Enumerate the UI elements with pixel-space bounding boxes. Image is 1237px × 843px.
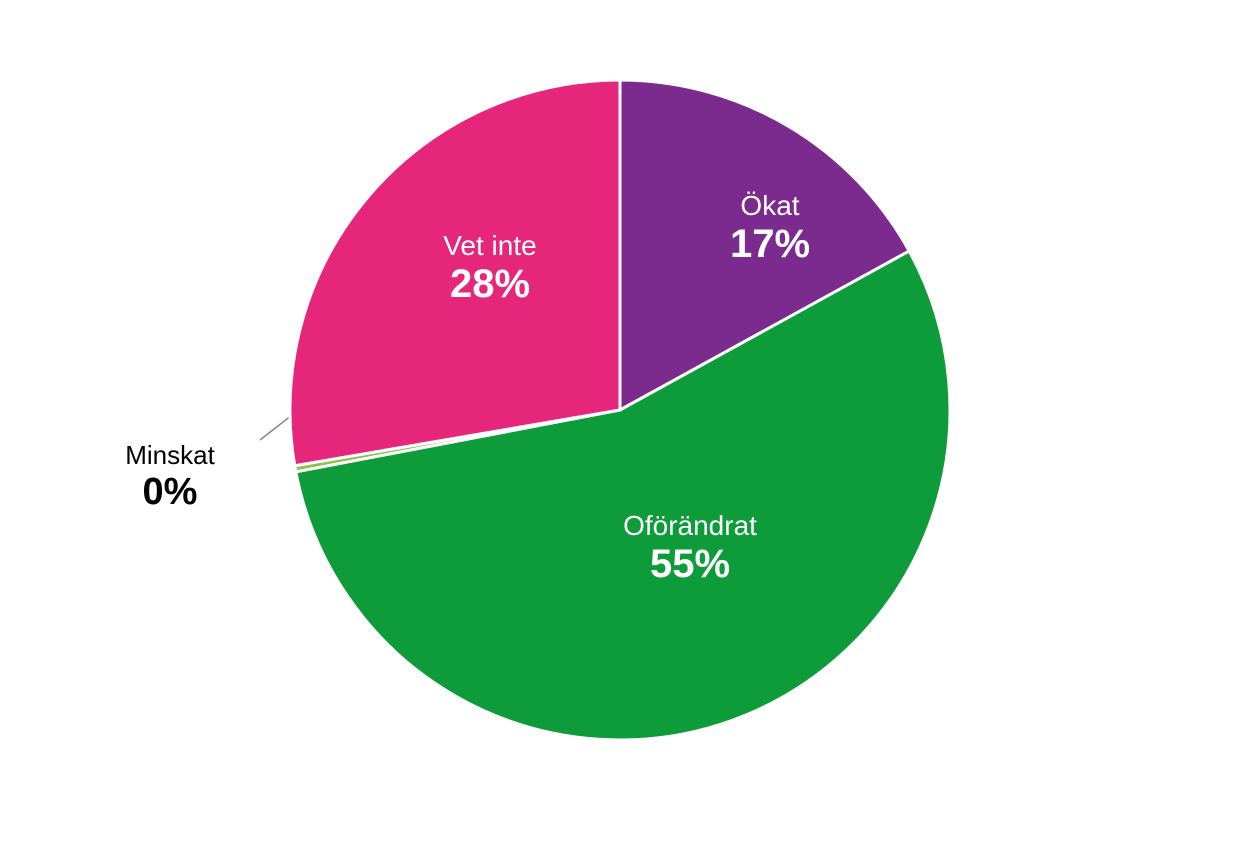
pie-slice (290, 80, 620, 466)
pie-chart-svg (0, 0, 1237, 838)
pie-chart: Ökat17%Oförändrat55%Minskat0%Vet inte28% (0, 0, 1237, 838)
callout-line (260, 415, 292, 440)
